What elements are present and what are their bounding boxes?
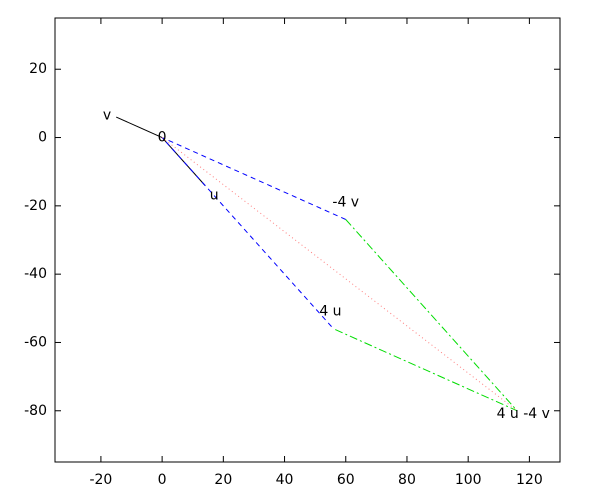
series-line [161, 137, 346, 330]
annotation: v [103, 107, 111, 123]
y-tick-label: 20 [29, 61, 47, 77]
annotation: u [210, 188, 219, 204]
x-tick-label: 80 [398, 472, 416, 488]
annotation: 4 u [319, 304, 341, 320]
y-tick-label: 0 [38, 130, 47, 146]
series-line [116, 116, 163, 138]
plot-frame [54, 17, 561, 463]
y-tick-label: -60 [24, 334, 47, 350]
series-line [161, 137, 518, 412]
series-line [333, 219, 518, 412]
x-tick-label: 40 [276, 472, 294, 488]
x-tick-label: 20 [214, 472, 232, 488]
x-tick-label: -20 [89, 472, 112, 488]
x-tick-label: 60 [337, 472, 355, 488]
y-tick-label: -40 [24, 266, 47, 282]
x-tick-label: 0 [158, 472, 167, 488]
x-tick-label: 120 [516, 472, 543, 488]
y-tick-label: -20 [24, 198, 47, 214]
y-tick-label: -80 [24, 403, 47, 419]
annotation: 4 u -4 v [497, 406, 550, 422]
annotation: -4 v [332, 194, 359, 210]
annotation: 0 [158, 130, 167, 146]
x-tick-label: 100 [455, 472, 482, 488]
